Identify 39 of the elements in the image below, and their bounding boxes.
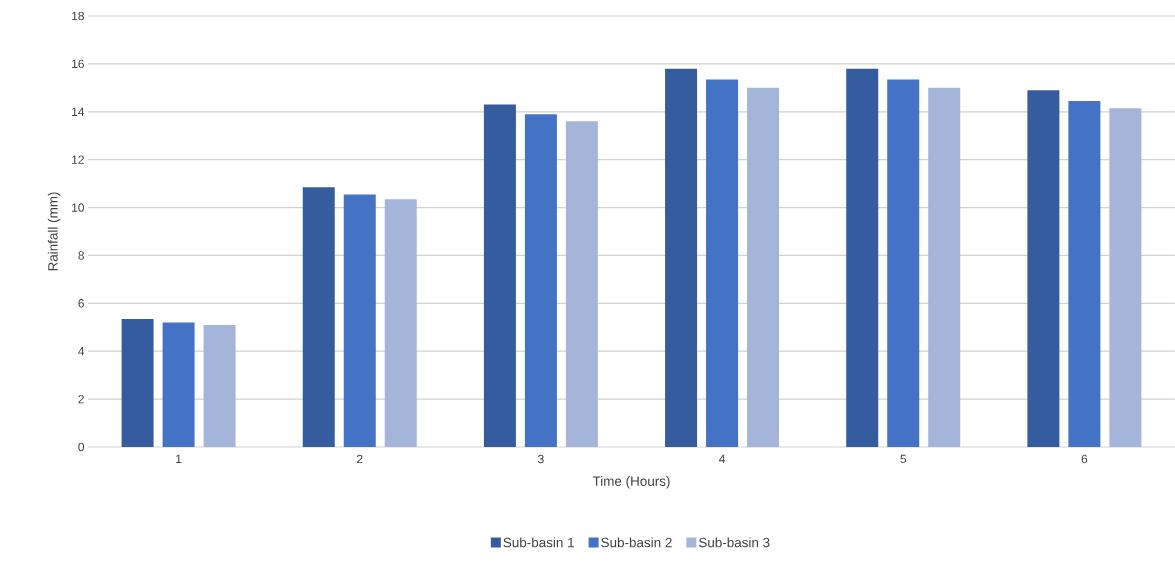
- x-tick-label: 5: [900, 454, 907, 464]
- y-tick-label: 14: [72, 107, 85, 116]
- bar: [302, 187, 335, 447]
- legend-label: Sub-basin 3: [698, 537, 770, 548]
- x-tick-label: 1: [176, 454, 182, 463]
- y-tick-label: 8: [78, 251, 84, 260]
- bar: [121, 318, 154, 447]
- x-tick-label: 6: [1081, 454, 1088, 464]
- y-tick-label: 0: [78, 442, 85, 452]
- bar: [203, 324, 236, 447]
- bar: [162, 322, 195, 447]
- y-tick-label: 2: [78, 394, 84, 404]
- bar: [887, 79, 920, 447]
- bar: [565, 121, 598, 447]
- x-tick-label: 2: [357, 454, 363, 464]
- bar: [1109, 108, 1142, 447]
- x-axis-title: Time (Hours): [592, 476, 670, 489]
- y-axis-title: Rainfall (mm): [47, 192, 61, 271]
- bar: [1027, 90, 1060, 447]
- bar: [846, 68, 879, 447]
- legend-label: Sub-basin 2: [601, 537, 672, 548]
- bar: [483, 104, 516, 447]
- bar: [747, 87, 780, 447]
- y-tick-label: 12: [72, 155, 84, 164]
- bar: [384, 199, 417, 447]
- y-tick-label: 4: [78, 347, 85, 356]
- y-tick-label: 10: [72, 203, 85, 212]
- x-tick-label: 4: [719, 454, 726, 463]
- y-tick-label: 6: [78, 299, 84, 308]
- legend-label: Sub-basin 1: [503, 537, 574, 548]
- bar: [524, 114, 557, 447]
- bar: [665, 68, 698, 447]
- bar: [928, 87, 961, 447]
- bar: [343, 194, 376, 447]
- bar: [706, 79, 739, 447]
- y-tick-label: 16: [72, 59, 84, 69]
- x-tick-label: 3: [538, 454, 544, 464]
- y-tick-label: 18: [72, 11, 84, 21]
- bar: [1068, 101, 1101, 447]
